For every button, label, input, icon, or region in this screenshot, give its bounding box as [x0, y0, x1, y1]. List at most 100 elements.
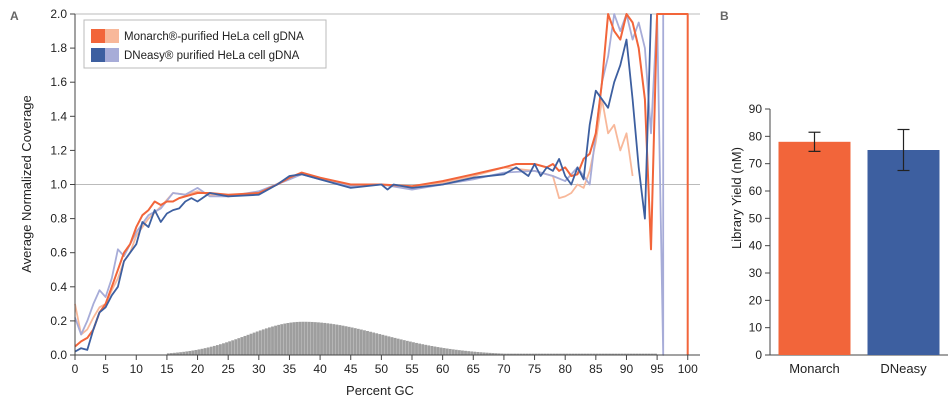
histogram-bar [362, 330, 366, 355]
y-tick-label: 0.2 [50, 314, 67, 328]
histogram-bar [568, 353, 572, 355]
histogram-bar [556, 353, 559, 355]
histogram-bar [344, 326, 348, 355]
x-tick-label: 95 [650, 362, 664, 376]
x-tick-label: 25 [222, 362, 236, 376]
panel-label-b: B [720, 9, 729, 23]
histogram-bar [283, 323, 287, 355]
legend-swatch-monarch-2 [105, 29, 119, 43]
y-tick-label: 1.8 [50, 41, 67, 55]
chart-b-axes: 0 10 20 30 40 50 60 70 80 90 [749, 102, 948, 362]
bar-monarch [778, 141, 851, 355]
y-tick-label: 0.0 [50, 348, 67, 362]
histogram-bar [372, 332, 376, 355]
chart-a: 0.0 0.2 0.4 0.6 0.8 1.0 1.2 1.4 1.6 1.8 2.0 0 5 10 15 2… [19, 7, 700, 398]
x-tick-label: 90 [620, 362, 634, 376]
histogram-bar [546, 353, 550, 355]
histogram-bar [332, 324, 336, 355]
histogram-bar [341, 325, 345, 355]
histogram-bar [378, 334, 382, 355]
histogram-bar [537, 353, 541, 355]
histogram-bar [240, 337, 244, 355]
histogram-bar [638, 353, 642, 355]
y-tick-label: 70 [749, 157, 763, 171]
panel-label-a: A [10, 9, 19, 23]
x-tick-label: 50 [375, 362, 389, 376]
histogram-bar [500, 353, 504, 355]
histogram-bar [433, 346, 437, 355]
histogram-bar [549, 353, 553, 355]
histogram-bar [647, 353, 651, 355]
histogram-bar [399, 339, 403, 355]
histogram-bar [577, 353, 581, 355]
x-tick-label: 15 [160, 362, 174, 376]
legend-box [83, 19, 327, 69]
histogram-bar [598, 353, 602, 355]
histogram-bar [589, 353, 593, 355]
histogram-bar [534, 353, 538, 355]
histogram-bar [482, 352, 486, 355]
x-tick-label: 100 [678, 362, 698, 376]
histogram-bar [626, 353, 630, 355]
histogram-bar [611, 353, 615, 355]
histogram-bar [430, 345, 434, 355]
histogram-bar [476, 351, 480, 355]
histogram-bar [182, 351, 186, 355]
x-tick-label: 40 [313, 362, 327, 376]
y-tick-label: 50 [749, 211, 763, 225]
histogram-bar [292, 322, 296, 355]
histogram-bar [304, 321, 308, 355]
histogram-bar [519, 353, 523, 355]
histogram-bar [451, 349, 455, 355]
histogram-bar [203, 348, 207, 355]
x-tick-label: 65 [467, 362, 481, 376]
legend-label-dneasy: DNeasy® purified HeLa cell gDNA [124, 50, 300, 62]
y-tick-label: 1.6 [50, 75, 67, 89]
histogram-bar [191, 350, 195, 355]
histogram-bar [194, 349, 198, 355]
histogram-bar [375, 333, 379, 355]
histogram-bar [461, 350, 464, 355]
histogram-bar [185, 351, 189, 355]
histogram-bar [307, 321, 311, 355]
y-tick-label: 60 [749, 184, 763, 198]
y-tick-label: 1.4 [50, 109, 67, 123]
histogram-bar [470, 351, 474, 355]
x-tick-label: 85 [589, 362, 603, 376]
histogram-bar [313, 322, 317, 355]
histogram-bar [264, 328, 268, 355]
histogram-bar [540, 353, 544, 355]
histogram-bar [629, 353, 633, 355]
histogram-bar [237, 338, 241, 355]
histogram-bar [228, 341, 232, 355]
histogram-bar [209, 346, 213, 355]
y-tick-label: 90 [749, 102, 763, 116]
histogram-bar [387, 336, 391, 355]
histogram-bar [173, 352, 176, 355]
x-tick-label: 45 [344, 362, 358, 376]
histogram-bar [488, 352, 492, 355]
histogram-bar [356, 328, 360, 355]
chart-a-histogram [166, 321, 657, 355]
y-tick-label: 1.0 [50, 178, 67, 192]
y-tick-label: 30 [749, 266, 763, 280]
histogram-bar [654, 353, 657, 355]
histogram-bar [218, 344, 222, 355]
x-tick-label: 10 [130, 362, 144, 376]
histogram-bar [249, 333, 253, 355]
histogram-bar [528, 353, 532, 355]
histogram-bar [635, 353, 639, 355]
histogram-bar [516, 353, 520, 355]
histogram-bar [454, 349, 458, 355]
legend-swatch-monarch-1 [91, 29, 105, 43]
histogram-bar [298, 321, 302, 355]
histogram-bar [497, 353, 501, 355]
histogram-bar [623, 353, 627, 355]
histogram-bar [405, 340, 409, 355]
histogram-bar [595, 353, 599, 355]
histogram-bar [381, 334, 385, 355]
y-tick-label: 20 [749, 293, 763, 307]
chart-a-lines [74, 13, 689, 356]
chart-b: 0 10 20 30 40 50 60 70 80 90 Monarch DNeasy Librar… [729, 102, 948, 376]
histogram-bar [531, 353, 535, 355]
